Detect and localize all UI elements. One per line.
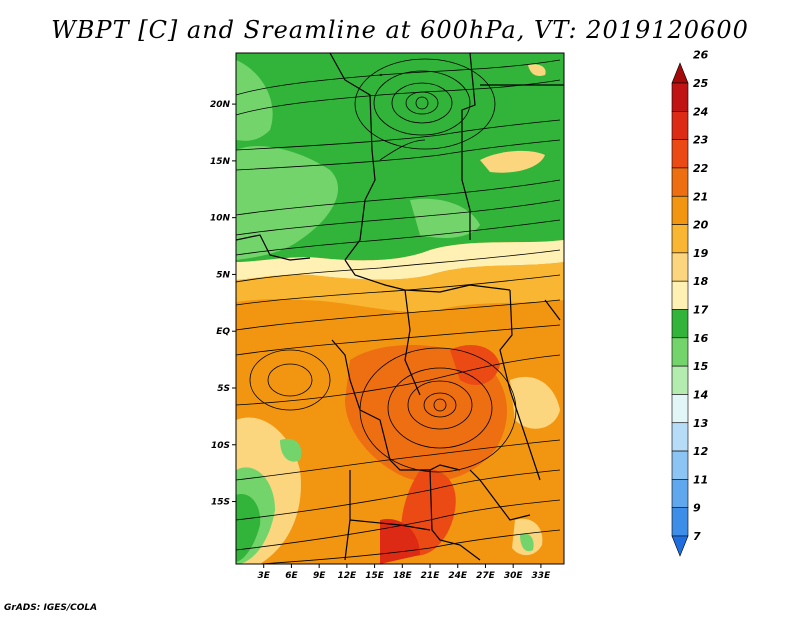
chart-title: WBPT [C] and Sreamline at 600hPa, VT: 20…	[51, 16, 749, 44]
colorbar-swatch	[671, 280, 689, 310]
colorbar-swatch	[671, 479, 689, 508]
lat-tick-label: EQ	[216, 327, 230, 337]
lon-tick-label: 12E	[338, 571, 358, 581]
colorbar-label: 19	[693, 247, 709, 260]
lon-tick-label: 18E	[393, 571, 413, 581]
colorbar-label: 9	[693, 502, 701, 515]
colorbar-label: 21	[693, 190, 708, 203]
colorbar-swatch	[671, 252, 689, 282]
lon-tick-label: 6E	[285, 571, 298, 581]
colorbar-swatch	[671, 337, 689, 367]
lon-tick-label: 24E	[448, 571, 468, 581]
colorbar-label: 20	[693, 219, 709, 232]
lon-tick-label: 21E	[421, 571, 441, 581]
colorbar-swatch	[671, 139, 689, 169]
colorbar-swatch	[671, 394, 689, 424]
colorbar-swatch	[671, 365, 689, 395]
colorbar-label: 7	[693, 530, 701, 543]
colorbar-label: 22	[693, 162, 709, 175]
colorbar-label: 25	[693, 77, 709, 90]
colorbar-label: 17	[693, 304, 709, 317]
lon-tick-label: 15E	[365, 571, 385, 581]
lat-tick-label: 5S	[217, 384, 230, 394]
colorbar-label: 18	[693, 275, 709, 288]
colorbar-swatch	[671, 507, 689, 537]
colorbar-swatch	[671, 535, 689, 557]
latitude-axis: 20N 15N 10N 5N EQ 5S 10S 15S	[210, 100, 236, 508]
lat-tick-label: 10N	[210, 214, 231, 224]
map-frame	[235, 52, 565, 565]
colorbar-label: 14	[693, 388, 708, 401]
colorbar-swatch	[671, 82, 689, 112]
colorbar-label: 13	[693, 417, 709, 430]
colorbar-label: 24	[693, 105, 708, 118]
colorbar-label: 23	[693, 134, 709, 147]
lon-tick-label: 33E	[532, 571, 552, 581]
colorbar-swatch	[671, 167, 689, 197]
colorbar-swatch	[671, 450, 689, 480]
colorbar-label: 11	[693, 473, 708, 486]
colorbar: 26 25 24 23 22 21 20 19 18 17 16 15 14 13 12 11 9 7	[671, 49, 709, 557]
lon-tick-label: 3E	[258, 571, 271, 581]
colorbar-swatch	[671, 62, 689, 84]
colorbar-swatch	[671, 422, 689, 452]
colorbar-label: 12	[693, 445, 709, 458]
streamlines	[236, 58, 561, 564]
colorbar-swatch	[671, 111, 689, 140]
lat-tick-label: 15S	[211, 498, 230, 508]
colorbar-swatch	[671, 224, 689, 254]
colorbar-label: 26	[693, 49, 709, 62]
wbpt-shading	[236, 53, 564, 564]
lon-tick-label: 9E	[313, 571, 326, 581]
country-borders	[236, 53, 564, 561]
grads-credit: GrADS: IGES/COLA	[4, 603, 98, 613]
lon-tick-label: 27E	[476, 571, 496, 581]
lat-tick-label: 10S	[211, 441, 230, 451]
colorbar-swatch	[671, 195, 689, 225]
lat-tick-label: 5N	[216, 270, 230, 280]
colorbar-label: 15	[693, 360, 709, 373]
lat-tick-label: 15N	[210, 157, 231, 167]
longitude-axis: 3E 6E 9E 12E 15E 18E 21E 24E 27E 30E 33E	[258, 564, 552, 581]
colorbar-label: 16	[693, 332, 709, 345]
lat-tick-label: 20N	[210, 100, 231, 110]
colorbar-swatch	[671, 309, 689, 339]
lon-tick-label: 30E	[504, 571, 524, 581]
